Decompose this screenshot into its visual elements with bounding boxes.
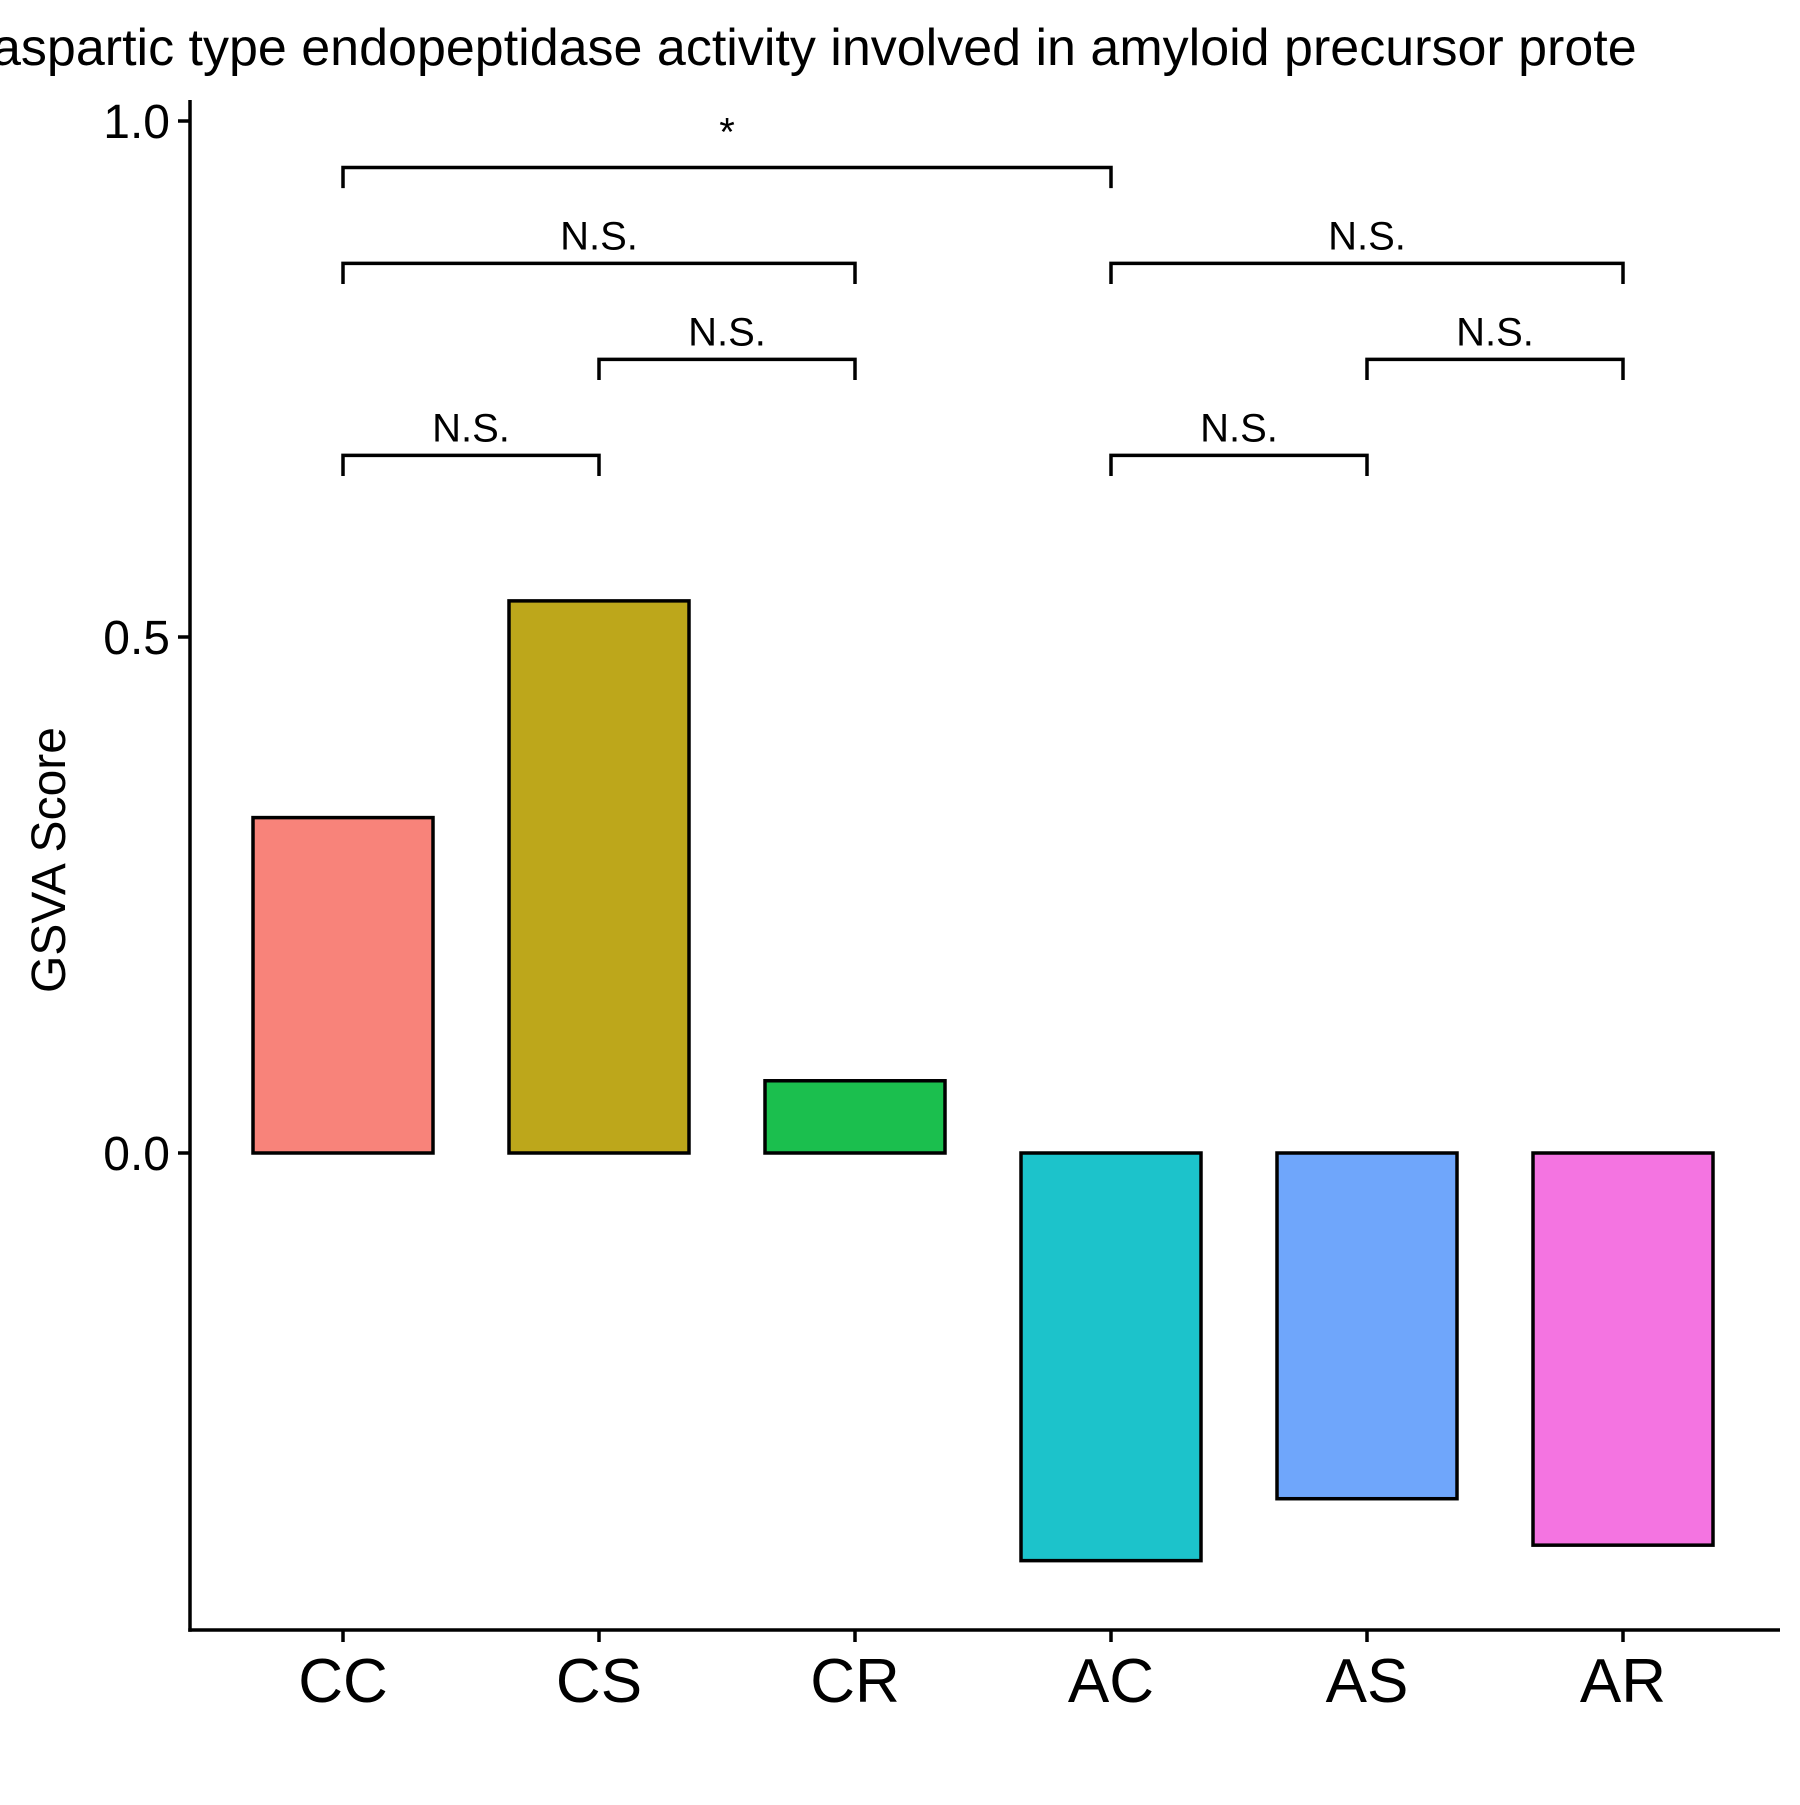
chart-title: aspartic type endopeptidase activity inv… — [0, 19, 1637, 77]
y-axis-ticks: 0.0 0.5 1.0 — [103, 96, 190, 1181]
significance-label: N.S. — [1328, 214, 1406, 258]
comparison-bracket — [341, 453, 601, 477]
comparison-bracket — [597, 357, 857, 381]
x-tick-label: AR — [1580, 1647, 1666, 1716]
significance-label: N.S. — [1200, 406, 1278, 450]
y-axis-label: GSVA Score — [23, 727, 76, 993]
comparison-bracket — [1365, 357, 1625, 381]
significance-label: N.S. — [432, 406, 510, 450]
significance-label: N.S. — [1456, 310, 1534, 354]
comparison-bracket — [341, 165, 1113, 189]
x-tick-label: CR — [810, 1647, 900, 1716]
x-tick-label: CC — [298, 1647, 388, 1716]
comparison-bracket — [341, 261, 857, 285]
bar-ac — [1019, 1151, 1203, 1563]
significance-label: N.S. — [688, 310, 766, 354]
y-tick-label: 1.0 — [103, 96, 170, 149]
bar-ar — [1531, 1151, 1715, 1547]
bars-group — [251, 599, 1715, 1563]
axes — [188, 100, 1780, 1632]
comparison-bracket — [1109, 261, 1625, 285]
x-tick-label: AS — [1326, 1647, 1409, 1716]
y-tick-label: 0.5 — [103, 612, 170, 665]
y-tick-label: 0.0 — [103, 1128, 170, 1181]
significance-label: * — [719, 110, 735, 154]
bar-as — [1275, 1151, 1459, 1501]
comparison-bracket — [1109, 453, 1369, 477]
bar-cr — [763, 1079, 947, 1155]
x-axis-ticks: CC CS CR AC AS AR — [298, 1630, 1666, 1716]
x-tick-label: CS — [556, 1647, 642, 1716]
bar-cs — [507, 599, 691, 1155]
bar-cc — [251, 815, 435, 1155]
significance-brackets: * N.S. N.S. N.S. N.S. N.S. N.S. — [341, 110, 1625, 477]
significance-label: N.S. — [560, 214, 638, 258]
x-tick-label: AC — [1068, 1647, 1154, 1716]
